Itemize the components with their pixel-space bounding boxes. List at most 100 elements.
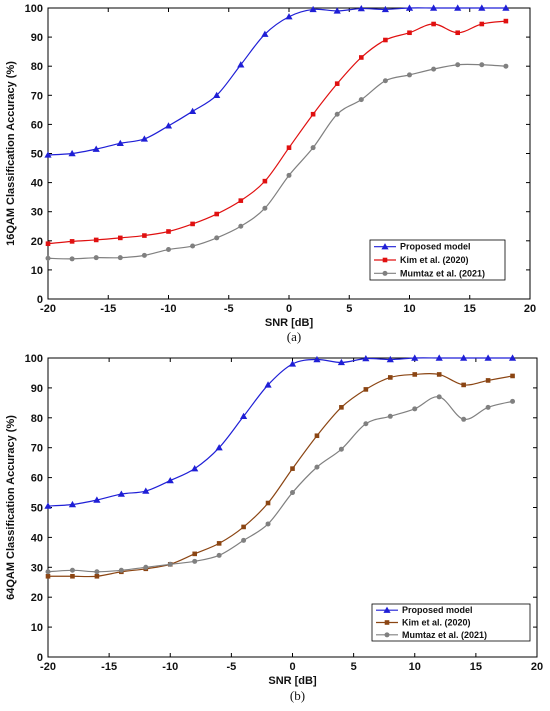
data-point: [510, 373, 515, 379]
data-point: [214, 211, 219, 217]
data-point: [241, 537, 247, 543]
data-point: [508, 354, 517, 361]
series-line: [47, 396, 513, 573]
x-axis-label: SNR [dB]: [268, 675, 317, 687]
y-tick-label: 30: [31, 562, 43, 574]
data-point: [407, 30, 412, 36]
y-tick-label: 0: [37, 294, 43, 306]
data-point: [262, 178, 268, 184]
series-triangle: [44, 4, 510, 158]
data-point: [288, 360, 297, 367]
data-point: [461, 416, 467, 422]
data-point: [485, 404, 491, 410]
data-point: [238, 223, 244, 229]
legend: Proposed model Kim et al. (2020) Mumtaz et…: [369, 239, 506, 281]
data-point: [290, 490, 295, 496]
y-tick-label: 80: [31, 413, 43, 425]
data-point: [261, 30, 269, 37]
y-tick-label: 90: [31, 383, 43, 395]
data-point: [478, 4, 486, 11]
data-point: [93, 237, 99, 243]
x-tick-label: 15: [470, 661, 482, 673]
data-point: [430, 4, 438, 11]
y-tick-label: 0: [37, 652, 43, 664]
legend-entry: Proposed model: [400, 242, 471, 252]
legend-marker: [381, 243, 389, 250]
data-point: [431, 21, 436, 27]
data-point: [116, 139, 124, 147]
x-tick-label: 5: [351, 661, 357, 673]
data-point: [69, 567, 75, 573]
legend-entry: Mumtaz et al. (2021): [402, 630, 487, 640]
y-tick-label: 50: [31, 503, 43, 515]
x-tick-label: 0: [286, 303, 292, 315]
y-tick-label: 70: [31, 443, 43, 455]
data-point: [333, 7, 341, 14]
data-point: [92, 145, 100, 152]
data-point: [141, 252, 147, 258]
data-point: [479, 21, 485, 27]
panel-caption: (b): [290, 688, 305, 703]
y-axis-label: 64QAM Classification Accuracy (%): [5, 415, 17, 600]
panel-a-chart: -20 -15 -10 -5 0 5 10 15 20 0 10 20 30 40 50 60 70 80 90 10…: [5, 3, 536, 344]
y-tick-label: 50: [31, 149, 43, 161]
series-circle: [45, 62, 509, 262]
y-tick-label: 20: [31, 592, 43, 604]
data-point: [216, 541, 222, 546]
data-point: [264, 381, 272, 388]
data-point: [93, 496, 101, 503]
x-tick-label: -20: [40, 661, 56, 673]
data-point: [237, 61, 245, 68]
data-point: [431, 66, 437, 72]
data-point: [238, 198, 244, 203]
data-point: [339, 405, 344, 410]
data-point: [262, 205, 268, 211]
series-square: [45, 372, 515, 579]
data-point: [94, 573, 100, 579]
data-point: [334, 81, 340, 86]
x-tick-label: -5: [224, 303, 234, 315]
data-point: [334, 111, 340, 117]
series-circle: [45, 394, 516, 575]
data-point: [363, 387, 369, 392]
data-point: [166, 229, 171, 234]
data-point: [44, 502, 52, 509]
legend: Proposed model Kim et al. (2020) Mumtaz et…: [371, 603, 531, 642]
data-point: [310, 145, 316, 151]
series-line: [47, 20, 506, 245]
data-point: [357, 4, 365, 12]
data-point: [45, 569, 51, 575]
data-point: [388, 375, 393, 380]
data-point: [216, 552, 222, 558]
data-point: [435, 354, 443, 361]
y-tick-label: 80: [31, 61, 43, 73]
data-point: [69, 239, 75, 244]
data-point: [337, 358, 345, 366]
data-point: [44, 151, 52, 158]
y-tick-label: 10: [31, 622, 43, 634]
x-tick-label: 15: [464, 303, 476, 315]
legend-entry: Kim et al. (2020): [400, 255, 469, 265]
data-point: [382, 78, 388, 84]
data-point: [240, 412, 248, 420]
data-point: [190, 221, 195, 227]
data-point: [411, 354, 419, 361]
data-point: [93, 255, 99, 261]
data-point: [309, 5, 317, 13]
x-tick-label: -10: [161, 303, 177, 315]
series-line: [47, 63, 506, 260]
data-point: [167, 561, 173, 567]
y-tick-label: 100: [25, 353, 43, 365]
data-point: [436, 394, 442, 400]
data-point: [45, 241, 51, 247]
data-point: [118, 567, 124, 573]
data-point: [359, 55, 364, 60]
data-point: [510, 398, 516, 404]
data-point: [45, 255, 51, 261]
data-point: [164, 122, 173, 129]
data-point: [386, 355, 394, 363]
data-point: [286, 172, 292, 178]
x-tick-label: -15: [101, 661, 117, 673]
data-point: [290, 466, 295, 471]
